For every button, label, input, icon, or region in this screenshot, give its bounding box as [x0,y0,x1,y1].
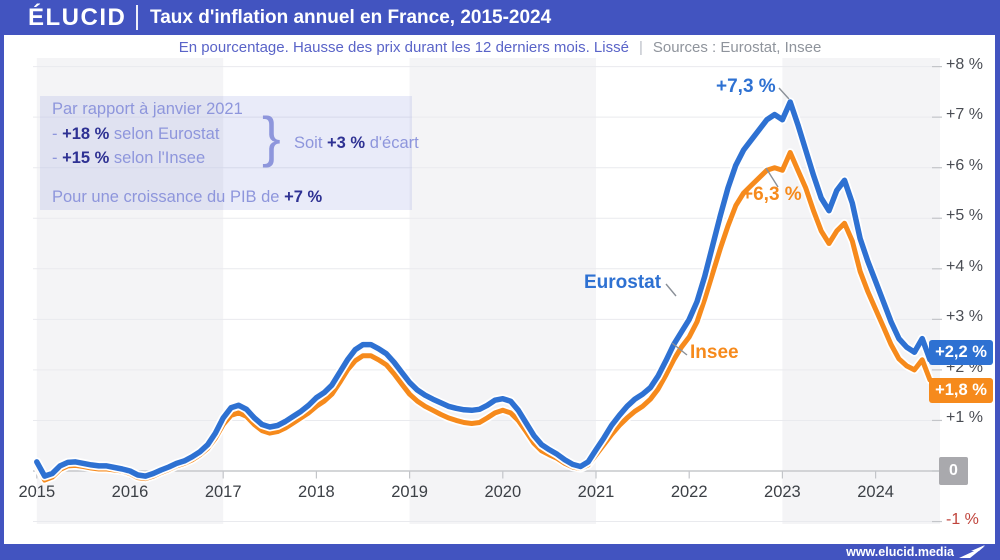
frame-border-right [995,0,1000,560]
footer-url: www.elucid.media [846,545,954,559]
eurostat-series-label: Eurostat [584,272,662,293]
y-axis-tick-label: -1 % [946,510,979,528]
page-title: Taux d'inflation annuel en France, 2015-… [150,7,552,28]
year-band [36,58,224,524]
elucid-logo: ÉLUCID [28,4,127,31]
x-axis-tick-label: 2018 [298,483,335,501]
y-axis-tick-label: 0 [939,457,968,485]
y-axis-tick-label: +6 % [946,156,983,174]
insee-end-value-badge: +1,8 % [929,378,993,403]
insee-label-leader [671,342,688,356]
annotation-aside-value: +3 % [327,134,366,152]
x-axis-tick-label: 2022 [670,483,708,501]
insee-peak-value-label: +6,3 % [742,184,802,205]
annotation-box: Par rapport à janvier 2021 - +18 % selon… [40,96,419,210]
header-divider [136,5,138,30]
annotation-item1-prefix: - [52,125,63,143]
annotation-item1-value: +18 % [62,125,110,143]
x-axis-tick-label: 2015 [18,483,56,501]
y-axis-tick-label: +1 % [946,409,983,427]
x-axis-tick-label: 2016 [111,483,149,501]
peak-eurostat-leader [778,87,790,100]
annotation-item2-prefix: - [52,149,63,167]
eurostat-end-value-badge: +2,2 % [929,340,993,365]
annotation-item1-suffix: selon Eurostat [109,125,220,143]
eurostat-peak-value-label: +7,3 % [716,76,776,97]
annotation-line4-value: +7 % [284,188,323,206]
footer-bar: www.elucid.media [0,544,1000,560]
eurostat-line [34,99,933,479]
x-axis-tick-label: 2020 [484,483,522,501]
x-axis-tick-label: 2021 [577,483,615,501]
subtitle-description: En pourcentage. Hausse des prix durant l… [178,39,629,56]
curly-brace: } [262,105,281,168]
y-axis-tick-label: +8 % [946,55,983,73]
annotation-aside: Soit +3 % d'écart [294,134,419,153]
annotation-line-3: - +15 % selon l'Insee [52,149,205,168]
x-axis-tick-label: 2017 [204,483,242,501]
annotation-line-2: - +18 % selon Eurostat [52,125,219,144]
y-axis-tick-label: +4 % [946,257,983,275]
eurostat-label-leader [665,283,677,297]
annotation-line-1: Par rapport à janvier 2021 [52,100,243,118]
subtitle-bar: En pourcentage. Hausse des prix durant l… [0,36,1000,59]
annotation-item2-value: +15 % [62,149,110,167]
year-band [782,58,940,524]
peak-insee-leader [765,167,779,188]
annotation-line-4: Pour une croissance du PIB de +7 % [52,188,322,207]
flag-icon [959,545,985,558]
x-axis-tick-label: 2019 [391,483,428,501]
subtitle-sources: Sources : Eurostat, Insee [652,39,822,56]
frame-border-left [0,0,4,560]
annotation-item2-suffix: selon l'Insee [109,149,206,167]
annotation-line4-prefix: Pour une croissance du PIB de [52,188,285,206]
x-axis-tick-label: 2024 [857,483,894,501]
y-axis-tick-label: +7 % [946,106,983,124]
header-bar: ÉLUCID Taux d'inflation annuel en France… [0,0,1000,35]
year-band [409,58,596,524]
y-axis-tick-label: +5 % [946,207,983,225]
subtitle-separator: | [638,39,643,56]
x-axis-tick-label: 2023 [764,483,801,501]
annotation-aside-prefix: Soit [294,134,328,152]
insee-series-label: Insee [690,342,739,363]
y-axis-tick-label: +3 % [946,308,983,326]
annotation-aside-suffix: d'écart [365,134,419,152]
